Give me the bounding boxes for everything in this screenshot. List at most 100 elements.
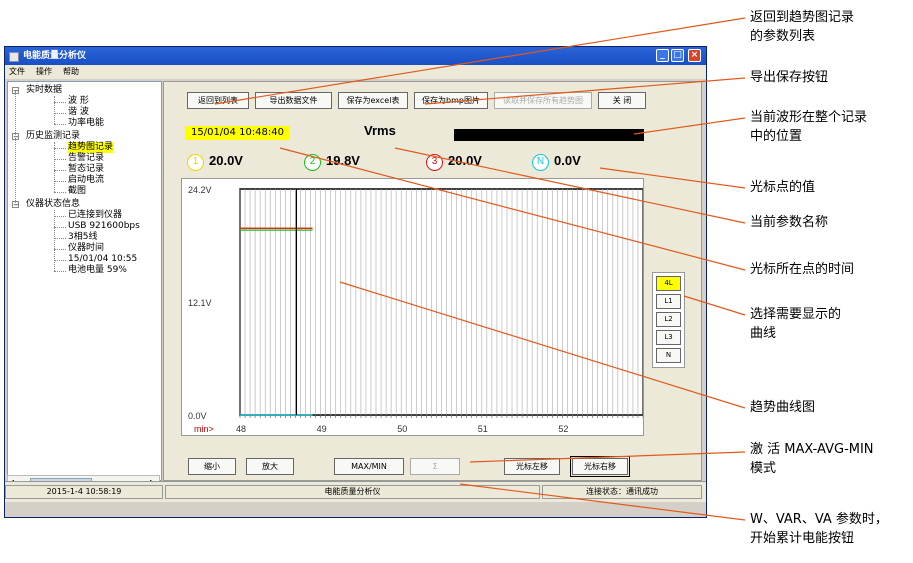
tree-item[interactable]: 告警记录	[68, 153, 105, 163]
annotation-line: 光标点的值	[750, 180, 816, 195]
tree-item[interactable]: 谐 波	[68, 107, 89, 117]
bottom-button[interactable]: MAX/MIN	[334, 458, 404, 475]
maximize-button[interactable]: □	[671, 49, 684, 62]
curve-select-button[interactable]: L3	[656, 330, 681, 345]
toolbar-button[interactable]: 保存为excel表	[338, 92, 408, 109]
tree-item[interactable]: 波 形	[68, 96, 89, 106]
menu-bar: 文件 操作 帮助	[5, 65, 706, 79]
x-tick-label: 50	[397, 424, 407, 434]
tree-item[interactable]: 趋势图记录	[68, 142, 114, 153]
tree-branch-line	[54, 96, 55, 124]
curve-select-button[interactable]: N	[656, 348, 681, 363]
window-title: 电能质量分析仪	[23, 51, 87, 61]
annotation-line: 光标所在点的时间	[750, 262, 855, 277]
title-bar[interactable]: 电能质量分析仪 _ □ ×	[5, 47, 706, 65]
close-button[interactable]: ×	[688, 49, 701, 62]
cursor-time: 15/01/04 10:48:40	[185, 126, 290, 140]
channel-value: 0.0V	[554, 153, 581, 168]
annotation-line: 导出保存按钮	[750, 70, 829, 85]
annotation: 当前波形在整个记录 中的位置	[750, 108, 867, 146]
leader-line	[683, 295, 746, 316]
tree-item[interactable]: 截图	[68, 186, 87, 196]
menu-help[interactable]: 帮助	[63, 67, 79, 76]
tree-connector	[54, 148, 66, 149]
leader-line	[633, 117, 746, 135]
tree-connector	[54, 249, 66, 250]
y-tick-label: 12.1V	[188, 298, 212, 308]
tree-connector	[54, 216, 66, 217]
channel-value: 19.8V	[326, 153, 360, 168]
x-tick-label: 52	[558, 424, 568, 434]
param-name: Vrms	[364, 123, 396, 138]
tree-connector	[54, 102, 66, 103]
tree-connector	[54, 159, 66, 160]
leader-line	[279, 147, 746, 271]
tree-branch-line	[54, 142, 55, 192]
channel-icon: 3	[426, 154, 443, 171]
status-app: 电能质量分析仪	[165, 485, 540, 499]
annotation-line: 的参数列表	[750, 29, 816, 44]
curve-select-button[interactable]: L2	[656, 312, 681, 327]
bottom-button[interactable]: 光标右移	[570, 456, 630, 477]
y-tick-label: 0.0V	[188, 411, 207, 421]
bottom-button[interactable]: 光标左移	[504, 458, 560, 475]
annotation-line: 趋势曲线图	[750, 400, 816, 415]
tree-item[interactable]: 启动电流	[68, 175, 105, 185]
bottom-button[interactable]: 缩小	[188, 458, 236, 475]
tree-connector	[54, 260, 66, 261]
status-connection: 连接状态：通讯成功	[542, 485, 702, 499]
leader-line	[394, 147, 746, 224]
trend-chart-svg: 24.2V 12.1V 0.0V min> 48 49 50 51 52	[188, 185, 644, 434]
annotation-line: 选择需要显示的	[750, 307, 842, 322]
toolbar-button[interactable]: 关 闭	[598, 92, 646, 109]
leader-line	[599, 167, 746, 189]
tree-item[interactable]: 已连接到仪器	[68, 210, 123, 220]
menu-file[interactable]: 文件	[9, 67, 25, 76]
channel-value: 20.0V	[209, 153, 243, 168]
tree-item[interactable]: 暂态记录	[68, 164, 105, 174]
toolbar-button[interactable]: 返回到列表	[187, 92, 249, 109]
tree-item[interactable]: 3相5线	[68, 232, 98, 242]
tree-item[interactable]: 仪器时间	[68, 243, 105, 253]
tree-connector	[54, 170, 66, 171]
tree-connector	[54, 124, 66, 125]
tree-item[interactable]: USB 921600bps	[68, 221, 140, 231]
tree-item[interactable]: 15/01/04 10:55	[68, 254, 138, 264]
annotation: W、VAR、VA 参数时， 开始累计电能按钮	[750, 510, 888, 548]
annotation-line: 开始累计电能按钮	[750, 531, 855, 546]
toolbar-button[interactable]: 保存为bmp图片	[414, 92, 488, 109]
tree-item[interactable]: 电池电量 59%	[68, 265, 127, 275]
tree-item[interactable]: 功率电能	[68, 118, 105, 128]
toolbar-button[interactable]: 导出数据文件	[255, 92, 332, 109]
leader-line	[339, 281, 746, 409]
annotation: 光标点的值	[750, 178, 815, 197]
annotation-line: 模式	[750, 461, 777, 476]
annotation-line: 激 活 MAX-AVG-MIN	[750, 442, 874, 457]
tree-connector	[54, 181, 66, 182]
annotation-line: 当前波形在整个记录	[750, 110, 868, 125]
curve-select-button[interactable]: 4L	[656, 276, 681, 291]
annotation-line: 中的位置	[750, 129, 803, 144]
minimize-button[interactable]: _	[656, 49, 669, 62]
bottom-button[interactable]: 放大	[246, 458, 294, 475]
bottom-button[interactable]: Σ	[410, 458, 460, 475]
channel-icon: 1	[187, 154, 204, 171]
x-axis-label: min>	[194, 424, 214, 434]
tree-connector	[54, 113, 66, 114]
trend-chart[interactable]: 24.2V 12.1V 0.0V min> 48 49 50 51 52	[181, 178, 644, 436]
tree-item[interactable]: 历史监测记录	[26, 131, 81, 141]
record-position-bar	[454, 129, 644, 141]
annotation: 激 活 MAX-AVG-MIN 模式	[750, 440, 874, 478]
status-datetime: 2015-1-4 10:58:19	[5, 485, 163, 499]
curve-select-button[interactable]: L1	[656, 294, 681, 309]
curve-selector: 4L L1 L2 L3 N	[652, 272, 685, 368]
annotation: 当前参数名称	[750, 213, 828, 232]
menu-operate[interactable]: 操作	[36, 67, 52, 76]
status-bar: 2015-1-4 10:58:19 电能质量分析仪 连接状态：通讯成功	[5, 481, 706, 502]
annotation: 趋势曲线图	[750, 398, 815, 417]
x-tick-label: 48	[236, 424, 246, 434]
tree-item[interactable]: 实时数据	[26, 85, 63, 95]
tree-connector	[54, 227, 66, 228]
tree-item[interactable]: 仪器状态信息	[26, 199, 81, 209]
